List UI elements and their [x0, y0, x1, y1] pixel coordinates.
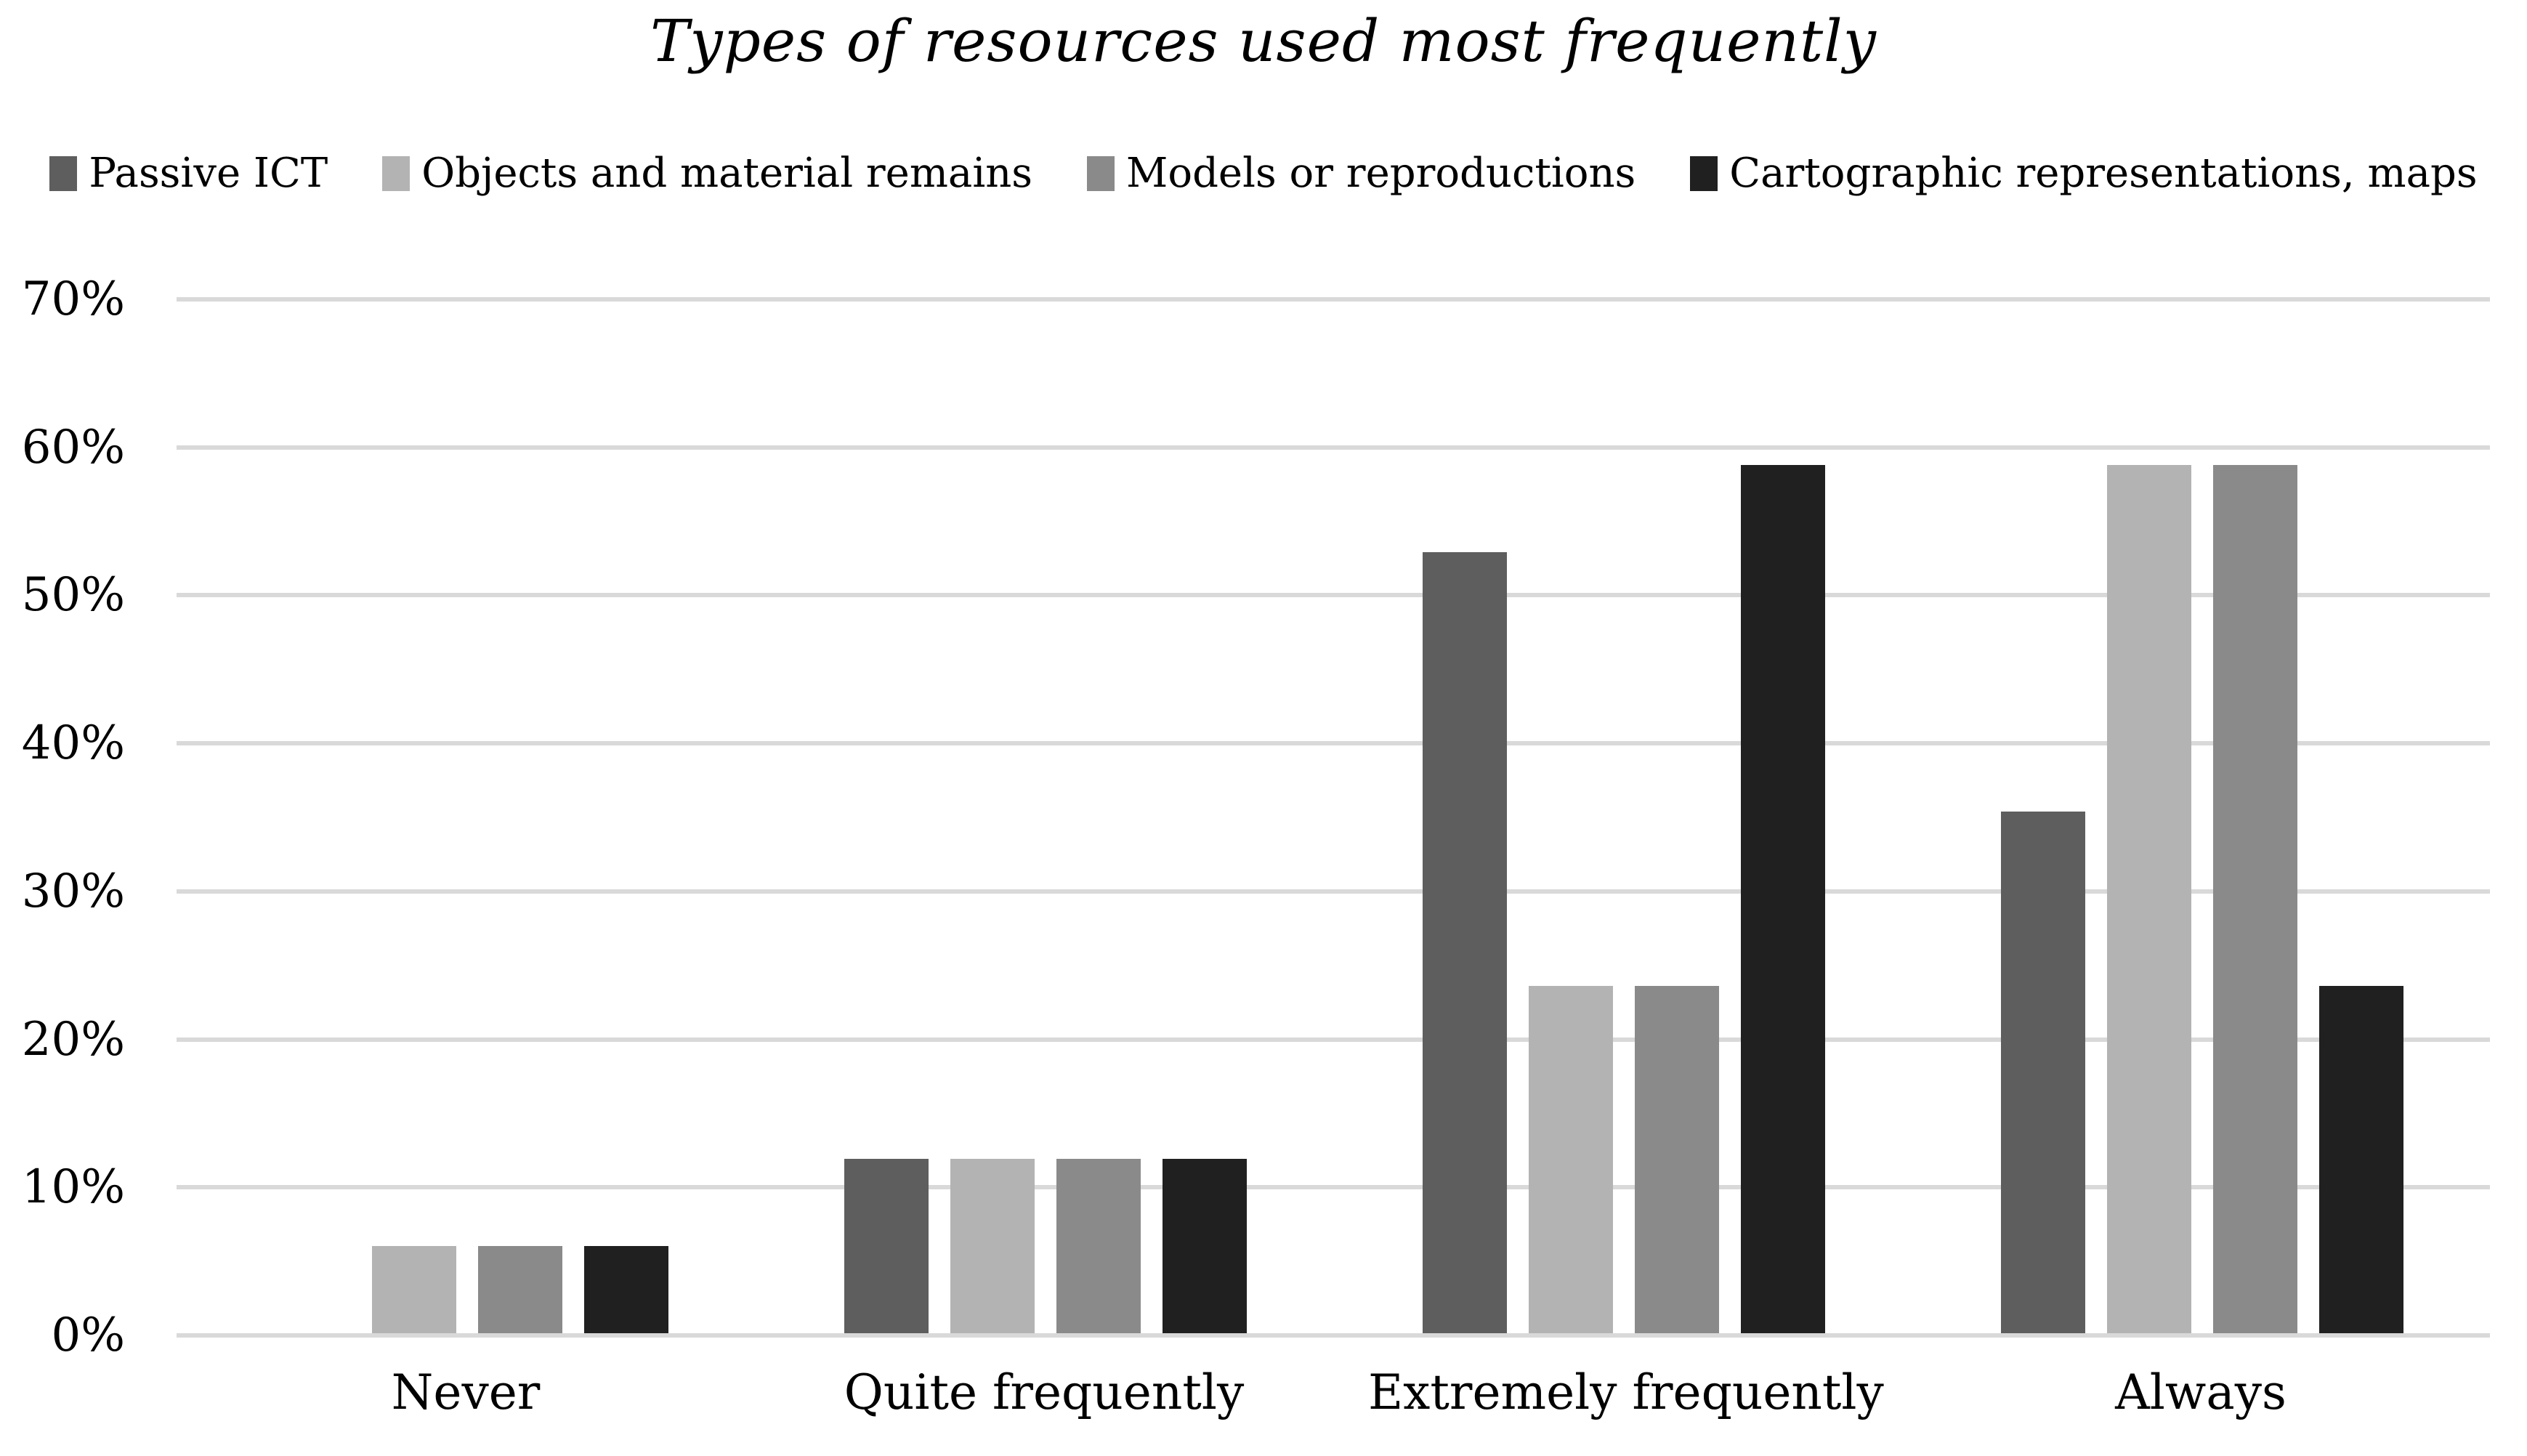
bar-series-3-cat-0: [584, 1246, 668, 1333]
x-axis-line: [177, 1333, 2490, 1338]
chart-title: Types of resources used most frequently: [650, 7, 1877, 75]
legend-swatch-icon: [1087, 155, 1115, 191]
gridline: [177, 1038, 2490, 1042]
y-tick-label: 70%: [21, 272, 125, 326]
legend-item-models-or-reproductions: Models or reproductions: [1087, 150, 1636, 197]
gridline: [177, 1185, 2490, 1189]
x-axis-label-never: Never: [391, 1364, 541, 1420]
bar-series-1-cat-2: [1529, 986, 1613, 1333]
bar-series-3-cat-3: [2319, 986, 2403, 1333]
legend-swatch-icon: [49, 155, 78, 191]
legend-label: Passive ICT: [89, 150, 328, 197]
gridline: [177, 297, 2490, 302]
legend-label: Models or reproductions: [1126, 150, 1636, 197]
bar-series-1-cat-0: [372, 1246, 456, 1333]
legend-swatch-icon: [1690, 155, 1718, 191]
x-axis-label-extremely-frequently: Extremely frequently: [1368, 1364, 1884, 1420]
bar-series-2-cat-3: [2213, 465, 2297, 1333]
gridline: [177, 741, 2490, 745]
y-tick-label: 20%: [21, 1013, 125, 1067]
bar-series-0-cat-2: [1423, 552, 1507, 1333]
legend-item-cartographic-representations-maps: Cartographic representations, maps: [1690, 150, 2478, 197]
legend-label: Objects and material remains: [421, 150, 1033, 197]
bar-series-0-cat-3: [2001, 812, 2085, 1333]
x-axis-label-always: Always: [2115, 1364, 2287, 1420]
gridline: [177, 445, 2490, 450]
bar-series-2-cat-1: [1056, 1159, 1141, 1333]
y-tick-label: 60%: [21, 421, 125, 474]
y-tick-label: 30%: [21, 865, 125, 918]
legend: Passive ICT Objects and material remains…: [0, 150, 2527, 197]
bar-series-2-cat-2: [1635, 986, 1719, 1333]
legend-label: Cartographic representations, maps: [1729, 150, 2478, 197]
gridline: [177, 889, 2490, 894]
y-tick-label: 0%: [51, 1309, 125, 1362]
legend-item-objects-and-material-remains: Objects and material remains: [382, 150, 1032, 197]
bar-series-0-cat-1: [844, 1159, 929, 1333]
y-tick-label: 10%: [21, 1160, 125, 1214]
bar-series-1-cat-3: [2107, 465, 2191, 1333]
bar-series-3-cat-1: [1163, 1159, 1247, 1333]
bar-series-1-cat-1: [950, 1159, 1035, 1333]
bar-series-2-cat-0: [478, 1246, 562, 1333]
x-axis-label-quite-frequently: Quite frequently: [844, 1364, 1245, 1420]
legend-item-passive-ict: Passive ICT: [49, 150, 328, 197]
y-tick-label: 50%: [21, 568, 125, 622]
y-tick-label: 40%: [21, 716, 125, 770]
legend-swatch-icon: [382, 155, 411, 191]
gridline: [177, 593, 2490, 597]
bar-series-3-cat-2: [1741, 465, 1825, 1333]
